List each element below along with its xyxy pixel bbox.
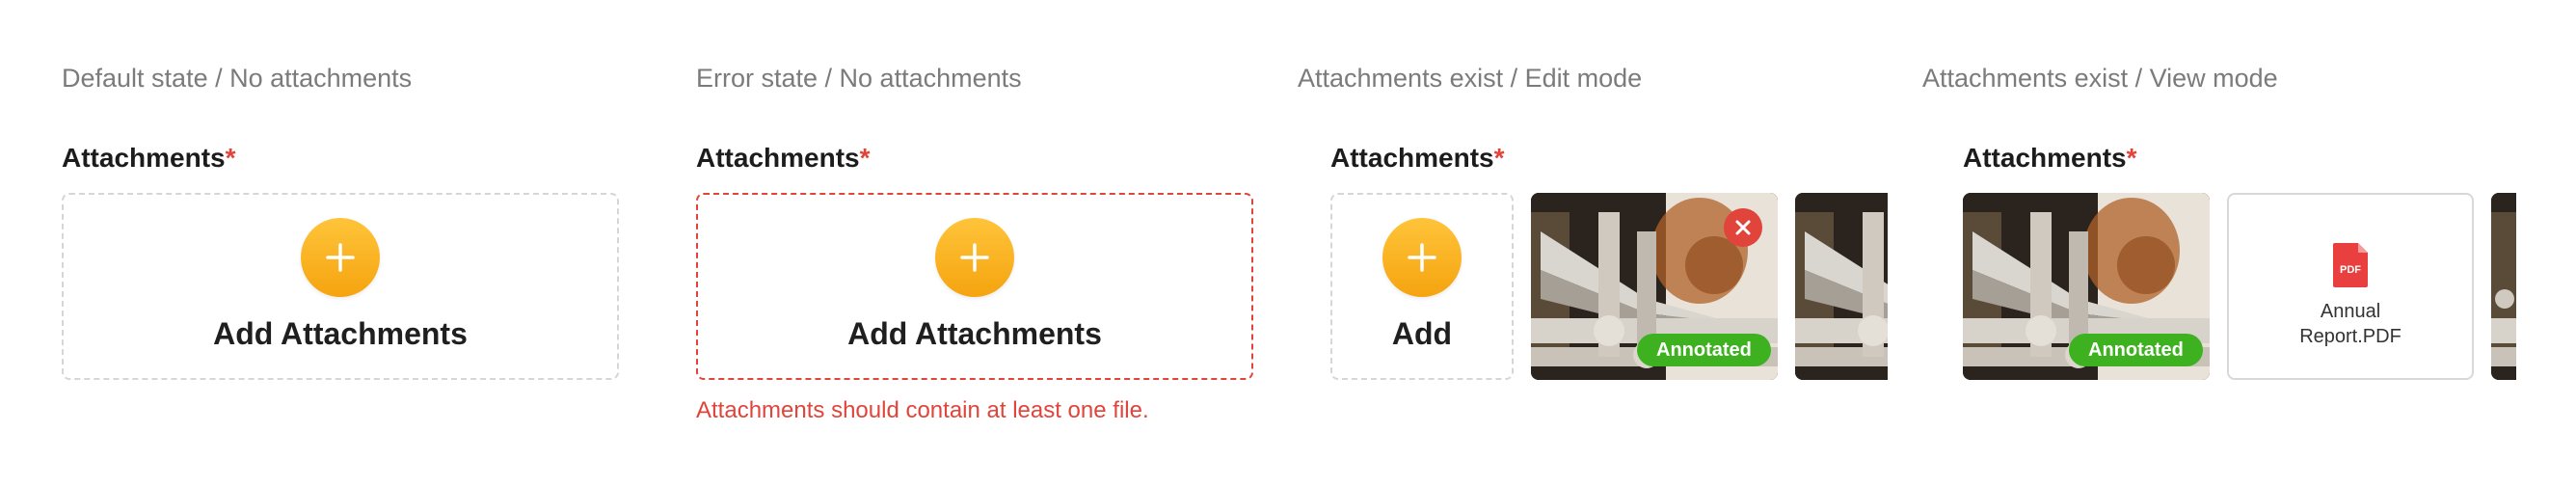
field-label-text: Attachments (62, 143, 226, 173)
add-attachments-label: Add Attachments (213, 316, 468, 351)
required-mark: * (225, 143, 236, 173)
pipe-photo-image (1963, 193, 2210, 380)
error-message: Attachments should contain at least one … (696, 397, 1149, 423)
required-mark: * (2126, 143, 2137, 173)
file-attachment-card[interactable]: PDF Annual Report.PDF (2227, 193, 2474, 380)
add-button[interactable]: Add (1330, 193, 1514, 380)
attachment-thumbnail[interactable]: Annotated (1963, 193, 2210, 380)
add-attachments-dropzone[interactable]: Add Attachments (62, 193, 619, 380)
field-label-text: Attachments (1330, 143, 1494, 173)
svg-text:PDF: PDF (2340, 264, 2361, 276)
state-title-edit: Attachments exist / Edit mode (1298, 64, 1643, 93)
close-icon (1735, 220, 1751, 235)
state-title-view: Attachments exist / View mode (1922, 64, 2278, 93)
add-label: Add (1391, 316, 1453, 351)
field-label-text: Attachments (1963, 143, 2127, 173)
field-label: Attachments* (1330, 143, 1505, 174)
attachment-thumbnail[interactable]: Annotated (1531, 193, 1778, 380)
required-mark: * (1493, 143, 1505, 173)
plus-icon (935, 218, 1014, 297)
pipe-photo-image (2491, 193, 2516, 380)
annotated-badge: Annotated (1637, 334, 1771, 366)
field-label: Attachments* (62, 143, 236, 174)
remove-attachment-button[interactable] (1724, 208, 1762, 247)
required-mark: * (859, 143, 871, 173)
state-title-default: Default state / No attachments (62, 64, 413, 93)
field-label-text: Attachments (696, 143, 860, 173)
pdf-file-icon: PDF (2333, 243, 2368, 287)
field-label: Attachments* (1963, 143, 2137, 174)
add-attachments-dropzone-error[interactable]: Add Attachments (696, 193, 1253, 380)
file-name: Annual Report.PDF (2299, 301, 2402, 347)
add-attachments-label: Add Attachments (847, 316, 1102, 351)
pipe-photo-image (1795, 193, 1888, 380)
plus-icon (1382, 218, 1462, 297)
annotated-badge: Annotated (2069, 334, 2203, 366)
field-label: Attachments* (696, 143, 871, 174)
plus-icon (301, 218, 380, 297)
state-title-error: Error state / No attachments (696, 64, 1022, 93)
attachment-thumbnail-partial[interactable] (2491, 193, 2516, 380)
attachment-thumbnail-partial[interactable] (1795, 193, 1888, 380)
